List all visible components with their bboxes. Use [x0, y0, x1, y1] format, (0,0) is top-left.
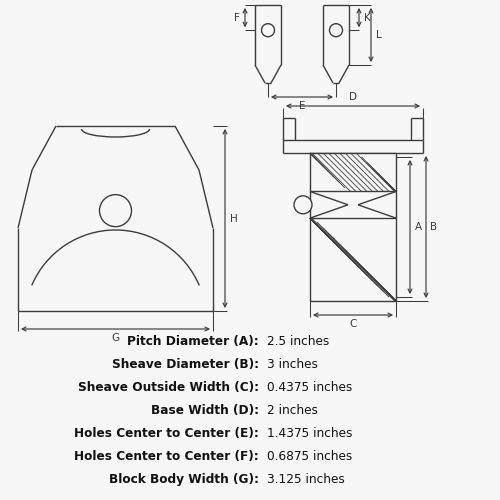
Circle shape [294, 196, 312, 214]
Text: 0.6875 inches: 0.6875 inches [267, 450, 352, 463]
Text: H: H [230, 214, 238, 224]
Text: Holes Center to Center (F):: Holes Center to Center (F): [74, 450, 259, 463]
Text: Pitch Diameter (A):: Pitch Diameter (A): [127, 335, 259, 348]
Text: F: F [234, 12, 240, 22]
Text: 0.4375 inches: 0.4375 inches [267, 381, 352, 394]
Text: Holes Center to Center (E):: Holes Center to Center (E): [74, 427, 259, 440]
Text: D: D [349, 92, 357, 102]
Text: 1.4375 inches: 1.4375 inches [267, 427, 352, 440]
Text: Sheave Diameter (B):: Sheave Diameter (B): [112, 358, 259, 371]
Text: A: A [414, 222, 422, 232]
Bar [310, 153, 396, 192]
Text: Sheave Outside Width (C):: Sheave Outside Width (C): [78, 381, 259, 394]
Text: 3 inches: 3 inches [267, 358, 318, 371]
Text: B: B [430, 222, 438, 232]
Text: G: G [112, 333, 120, 343]
Text: C: C [350, 319, 356, 329]
Text: Base Width (D):: Base Width (D): [151, 404, 259, 417]
Text: E: E [299, 101, 305, 111]
Bar [310, 218, 396, 301]
Text: 2.5 inches: 2.5 inches [267, 335, 329, 348]
Text: 2 inches: 2 inches [267, 404, 318, 417]
Text: K: K [364, 12, 370, 22]
Text: Block Body Width (G):: Block Body Width (G): [109, 473, 259, 486]
Text: 3.125 inches: 3.125 inches [267, 473, 345, 486]
Text: L: L [376, 30, 382, 40]
